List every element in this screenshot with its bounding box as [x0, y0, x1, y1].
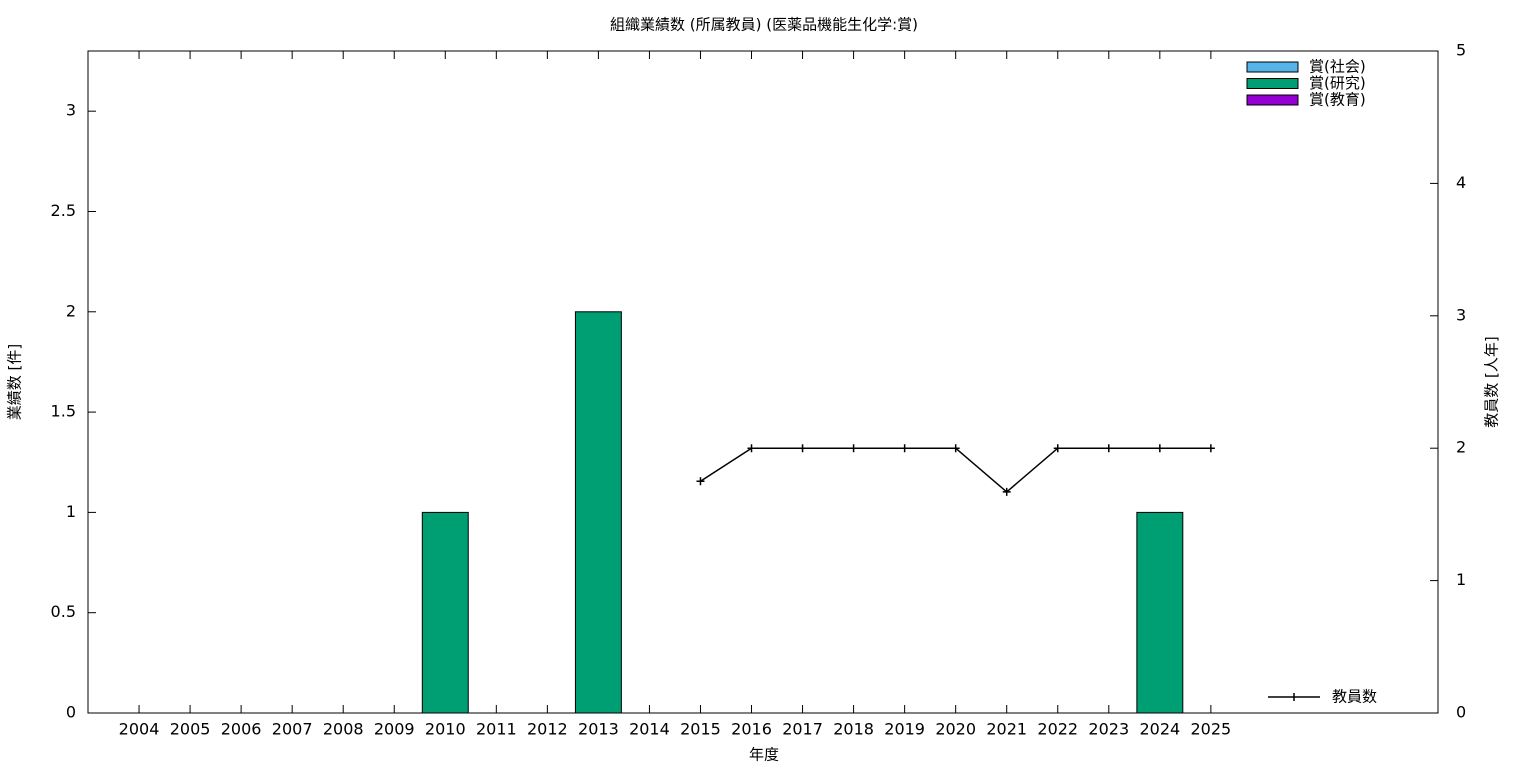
x-tick-label: 2012: [527, 720, 568, 739]
legend-label: 賞(教育): [1309, 91, 1366, 109]
point: [1053, 444, 1062, 453]
x-tick-label: 2025: [1191, 720, 1232, 739]
x-tick-label: 2013: [578, 720, 619, 739]
y-tick-label: 1: [66, 502, 76, 521]
x-tick-label: 2017: [782, 720, 823, 739]
y-tick-label: 3: [66, 101, 76, 120]
x-tick-label: 2023: [1088, 720, 1129, 739]
y-tick-label: 0: [66, 703, 76, 722]
point: [798, 444, 807, 453]
y2-tick-label: 3: [1456, 305, 1466, 324]
x-tick-label: 2021: [986, 720, 1027, 739]
chart-title: 組織業績数 (所属教員) (医薬品機能生化学:賞): [610, 16, 918, 34]
y-axis-label: 業績数 [件]: [6, 344, 24, 420]
point: [747, 444, 756, 453]
x-tick-label: 2022: [1037, 720, 1078, 739]
bar: [421, 511, 469, 714]
x-tick-label: 2006: [221, 720, 262, 739]
x-axis-label: 年度: [749, 746, 779, 764]
point: [696, 477, 705, 486]
x-tick-label: 2016: [731, 720, 772, 739]
x-tick-label: 2007: [272, 720, 313, 739]
x-tick-label: 2009: [374, 720, 415, 739]
x-tick-label: 2019: [884, 720, 925, 739]
point: [849, 444, 858, 453]
legend-swatch: [1246, 61, 1299, 73]
y-tick-label: 2: [66, 301, 76, 320]
x-tick-label: 2004: [119, 720, 160, 739]
x-tick-label: 2008: [323, 720, 364, 739]
legend-swatch: [1246, 94, 1299, 106]
line: [700, 447, 1211, 493]
x-tick-label: 2015: [680, 720, 721, 739]
legend-label: 賞(研究): [1309, 74, 1366, 92]
x-tick-label: 2011: [476, 720, 517, 739]
x-tick-label: 2024: [1139, 720, 1180, 739]
plot-frame: [87, 50, 1439, 714]
y2-tick-label: 1: [1456, 570, 1466, 589]
point: [1002, 487, 1011, 496]
point: [1206, 444, 1215, 453]
y2-tick-label: 0: [1456, 703, 1466, 722]
bar: [574, 311, 622, 714]
legend-label: 賞(社会): [1309, 58, 1366, 76]
point: [1104, 444, 1113, 453]
y-tick-label: 1.5: [51, 402, 76, 421]
y2-tick-label: 2: [1456, 438, 1466, 457]
legend-label: 教員数: [1332, 688, 1377, 706]
legend-line: [1268, 693, 1320, 701]
point: [1155, 444, 1164, 453]
x-tick-label: 2005: [170, 720, 211, 739]
x-tick-label: 2010: [425, 720, 466, 739]
y2-tick-label: 5: [1456, 41, 1466, 60]
point: [951, 444, 960, 453]
bar: [1136, 511, 1184, 714]
y-tick-label: 2.5: [51, 201, 76, 220]
y2-tick-label: 4: [1456, 173, 1466, 192]
x-tick-label: 2018: [833, 720, 874, 739]
point: [900, 444, 909, 453]
y2-axis-label: 教員数 [人年]: [1483, 336, 1501, 427]
x-tick-label: 2020: [935, 720, 976, 739]
legend-swatch: [1246, 78, 1299, 89]
x-tick-label: 2014: [629, 720, 670, 739]
y-tick-label: 0.5: [51, 602, 76, 621]
